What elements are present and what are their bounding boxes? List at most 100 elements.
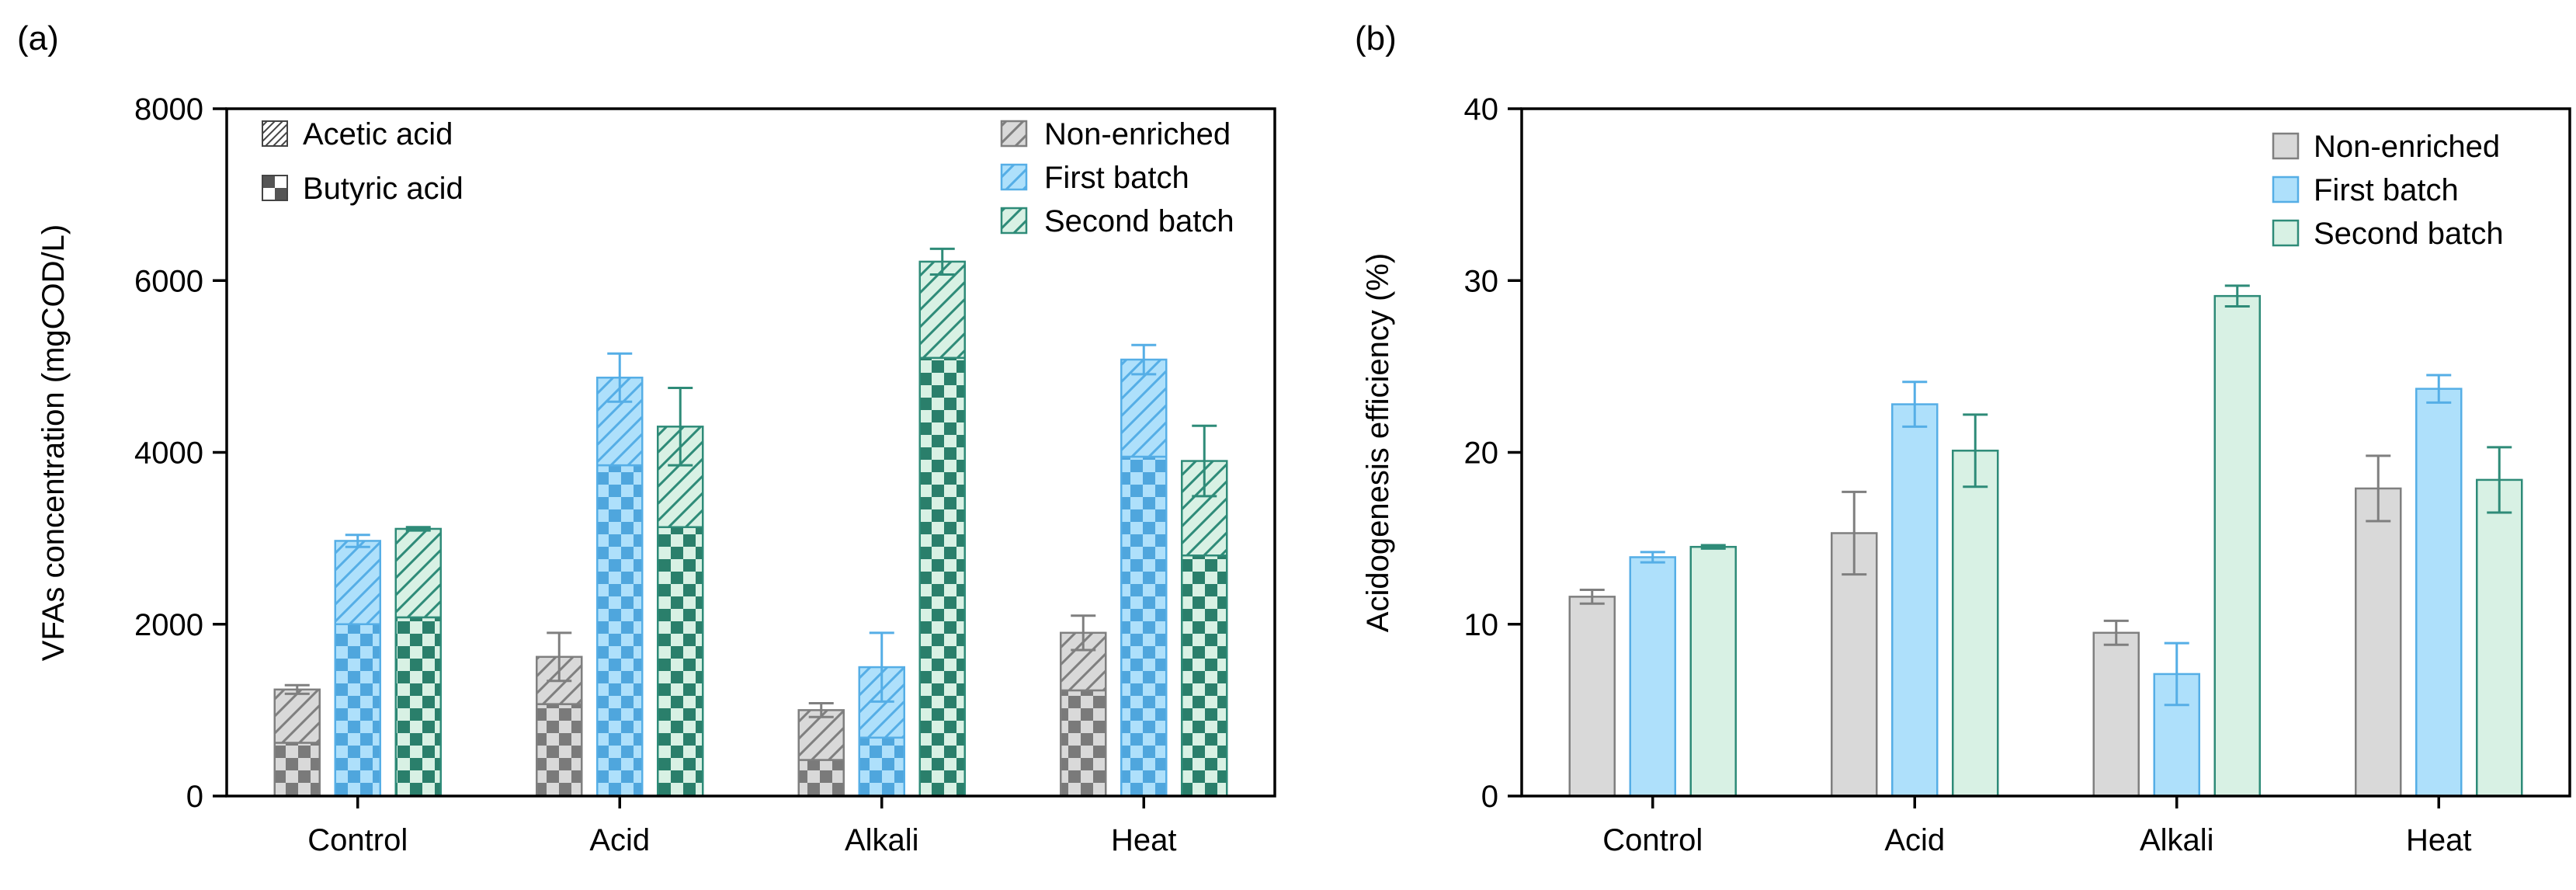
error-b-first-batch-acid [1902,381,1928,428]
error-b-non-enriched-alkali [2103,619,2129,646]
error-a-second-batch-control [405,526,431,532]
bar-a-first-batch-butyric-alkali [858,736,905,798]
legend-butyric-swatch [262,175,288,201]
bar-a-non-enriched-acetic-control [273,688,321,744]
bar-b-first-batch-control [1629,556,1676,798]
bar-b-non-enriched-heat [2355,487,2402,798]
bar-b-first-batch-heat [2415,388,2463,798]
bar-b-second-batch-alkali [2213,294,2261,798]
bar-b-non-enriched-alkali [2092,631,2140,798]
panel-a-y-axis-title: VFAs concentration (mgCOD/L) [36,224,71,661]
panel-a-x-tick-label-heat: Heat [1111,823,1177,857]
legend-a-first-batch-swatch [1000,163,1028,191]
panel-a-y-tick-label: 4000 [134,436,203,471]
bar-a-second-batch-butyric-acid [657,526,704,798]
panel-a-x-tick-label-control: Control [307,823,408,857]
error-a-second-batch-heat [1192,424,1217,498]
bar-a-non-enriched-butyric-control [273,742,321,798]
panel-b-y-axis-title: Acidogenesis efficiency (%) [1361,253,1395,632]
panel-a-y-tick-label: 2000 [134,608,203,642]
panel-b-y-tick-label: 30 [1464,264,1499,298]
bar-a-first-batch-butyric-control [334,623,381,798]
panel-a-y-tick-label: 0 [186,780,203,814]
legend-a-non-enriched-swatch [1000,120,1028,148]
panel-b-y-tick-label: 0 [1481,780,1498,814]
panel-a-error-bars [284,247,1217,718]
panel-a-x-tick-label-alkali: Alkali [845,823,919,857]
panel-b-y-tick-label: 40 [1464,92,1499,127]
legend-b-non-enriched-label: Non-enriched [2314,130,2500,164]
legend-a-non-enriched-label: Non-enriched [1044,117,1231,151]
panel-a-y-tick-label: 6000 [134,264,203,298]
error-b-second-batch-heat [2487,446,2512,514]
panel-b-x-tick-label-control: Control [1602,823,1703,857]
bar-a-second-batch-acetic-control [394,527,442,619]
error-b-second-batch-control [1700,544,1726,550]
error-a-non-enriched-control [284,683,310,695]
bar-b-non-enriched-control [1568,596,1616,798]
panel-a-y-tick-label: 8000 [134,92,203,127]
bar-a-non-enriched-butyric-acid [536,703,583,798]
panel-a-component-legend: Acetic acid Butyric acid [262,117,463,206]
panel-b-x-tick-label-heat: Heat [2406,823,2472,857]
bar-b-first-batch-acid [1891,403,1939,798]
legend-b-first-batch-label: First batch [2314,173,2459,207]
error-a-non-enriched-acid [547,631,572,683]
legend-b-first-batch-swatch [2272,176,2300,203]
legend-acetic-swatch [262,120,288,147]
bar-a-first-batch-butyric-heat [1120,455,1168,798]
error-b-non-enriched-control [1579,589,1605,605]
panel-b-x-tick-label-alkali: Alkali [2140,823,2214,857]
panel-b-x-tick-label-acid: Acid [1884,823,1945,857]
panel-b-label: (b) [1355,19,1397,57]
panel-b-plot-frame [1520,107,2571,798]
legend-butyric-label: Butyric acid [303,172,463,206]
bar-a-second-batch-acetic-alkali [918,260,966,360]
error-b-non-enriched-acid [1842,490,1867,576]
panel-b-y-tick-label: 20 [1464,436,1499,471]
bar-a-first-batch-acetic-control [334,540,381,625]
error-b-first-batch-alkali [2164,641,2189,707]
error-a-first-batch-acid [607,352,633,403]
panel-b-error-bars [1579,284,2512,707]
panel-a-y-ticks: 0 2000 4000 6000 8000 [134,92,227,814]
panel-b-y-tick-label: 10 [1464,608,1499,642]
legend-a-second-batch-swatch [1000,207,1028,235]
bar-a-second-batch-butyric-control [394,616,442,798]
legend-a-first-batch-label: First batch [1044,161,1189,195]
bar-a-second-batch-butyric-heat [1181,555,1228,798]
bar-b-non-enriched-acid [1831,532,1878,798]
panel-a-x-tick-label-acid: Acid [589,823,650,857]
error-a-first-batch-alkali [869,631,894,703]
legend-a-second-batch-label: Second batch [1044,204,1234,238]
legend-b-non-enriched-swatch [2272,132,2300,160]
bar-a-non-enriched-butyric-alkali [797,759,845,798]
panel-b-x-ticks: Control Acid Alkali Heat [1602,796,2472,857]
error-a-second-batch-alkali [929,247,955,276]
bar-b-second-batch-control [1689,545,1737,798]
error-a-first-batch-heat [1131,343,1157,376]
bar-a-non-enriched-butyric-heat [1060,689,1107,798]
panel-b-y-ticks: 0 10 20 30 40 [1464,92,1522,814]
bar-b-second-batch-acid [1952,450,1999,798]
bar-a-first-batch-butyric-acid [596,464,644,798]
legend-b-second-batch-label: Second batch [2314,217,2504,251]
error-b-non-enriched-heat [2366,454,2391,523]
legend-acetic-label: Acetic acid [303,117,453,151]
legend-b-second-batch-swatch [2272,219,2300,247]
panel-a-vfa-chart: (a) VFAs concentration (mgCOD/L) 0 2000 40… [17,19,1276,857]
error-b-second-batch-alkali [2224,284,2250,308]
error-a-non-enriched-heat [1071,614,1096,652]
error-b-first-batch-control [1640,551,1665,564]
error-b-first-batch-heat [2426,374,2452,404]
panel-a-series-legend: Non-enriched First batch Second batch [1000,117,1234,238]
bar-b-second-batch-heat [2476,478,2523,798]
bar-a-second-batch-butyric-alkali [918,356,966,798]
error-a-first-batch-control [345,534,370,548]
panel-a-x-ticks: Control Acid Alkali Heat [307,796,1177,857]
panel-b-acidogenesis-chart: (b) Acidogenesis efficiency (%) 0 10 20 30 4… [1355,19,2571,857]
error-a-non-enriched-alkali [808,702,834,718]
panel-a-label: (a) [17,19,59,57]
error-a-second-batch-acid [668,387,693,467]
